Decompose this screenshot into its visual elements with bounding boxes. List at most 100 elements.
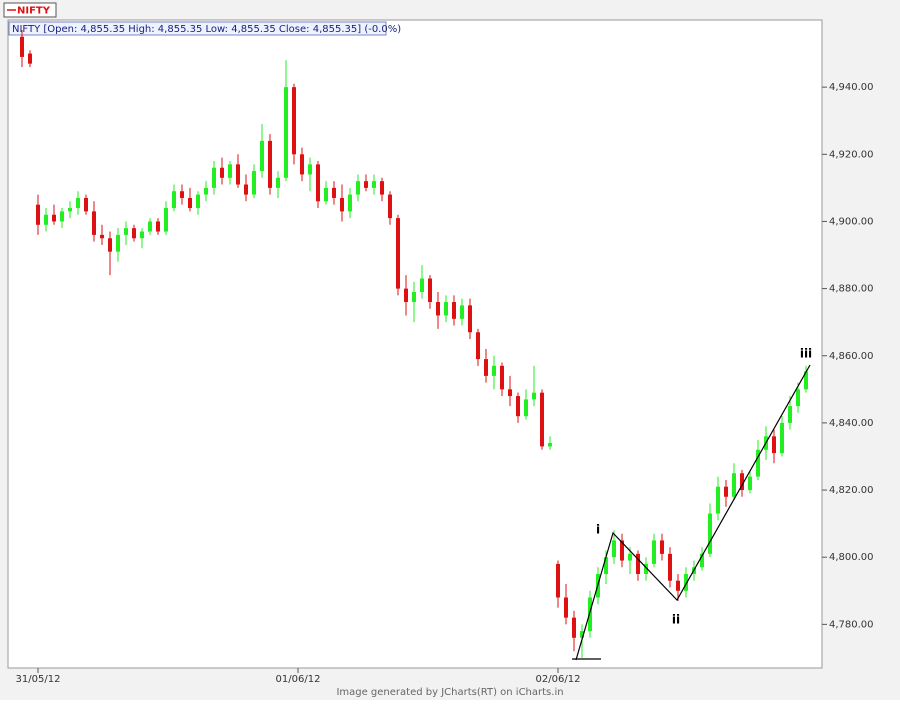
candle-body: [500, 365, 504, 390]
candle-body: [340, 197, 344, 212]
annotation: iii: [800, 347, 812, 361]
x-tick-label: 31/05/12: [16, 674, 61, 685]
candle-body: [380, 181, 384, 195]
legend-box: [3, 2, 57, 18]
candle-body: [428, 278, 432, 303]
candle-body: [20, 36, 24, 57]
y-tick-label: 4,840.00: [829, 418, 874, 429]
candle-body: [724, 486, 728, 497]
candle-body: [540, 392, 544, 447]
info-text: NIFTY [Open: 4,855.35 High: 4,855.35 Low…: [12, 24, 401, 35]
candle-body: [292, 87, 296, 155]
wave-line: [575, 364, 811, 661]
candle-body: [316, 164, 320, 202]
candle-body: [460, 305, 464, 319]
candle-body: [796, 389, 800, 407]
candle-body: [44, 214, 48, 225]
candle-body: [300, 154, 304, 175]
candle-body: [436, 302, 440, 316]
annotation: ii: [672, 613, 680, 627]
candle-body: [780, 422, 784, 454]
candle-body: [372, 181, 376, 188]
candle-body: [332, 187, 336, 198]
candle-body: [60, 211, 64, 222]
y-tick-label: 4,820.00: [829, 485, 874, 496]
candle-body: [476, 332, 480, 360]
candle-body: [468, 305, 472, 333]
candle-body: [180, 191, 184, 198]
x-tick-label: 02/06/12: [536, 674, 581, 685]
wave-lines: [572, 364, 811, 661]
candle-body: [108, 238, 112, 252]
candle-body: [740, 473, 744, 491]
candle-body: [788, 406, 792, 423]
y-tick-label: 4,780.00: [829, 619, 874, 630]
candle-body: [348, 194, 352, 212]
candle-body: [212, 167, 216, 188]
candle-body: [172, 191, 176, 209]
candle-body: [268, 140, 272, 188]
candle-body: [644, 563, 648, 574]
y-tick-label: 4,800.00: [829, 552, 874, 563]
y-tick-label: 4,920.00: [829, 149, 874, 160]
candle-body: [236, 164, 240, 185]
candle-body: [508, 389, 512, 397]
candle-body: [260, 140, 264, 172]
candle-body: [52, 214, 56, 222]
candle-body: [156, 221, 160, 232]
candle-body: [196, 194, 200, 209]
candle-body: [556, 563, 560, 598]
candle-body: [676, 580, 680, 591]
candle-body: [92, 211, 96, 235]
candle-body: [532, 392, 536, 400]
candle-body: [164, 208, 168, 232]
candle-body: [68, 208, 72, 212]
candle-body: [708, 513, 712, 554]
candle-body: [124, 228, 128, 235]
candle-body: [308, 164, 312, 175]
candle-body: [668, 553, 672, 581]
candle-body: [492, 365, 496, 376]
candle-body: [700, 553, 704, 568]
annotation: i: [596, 523, 600, 537]
candle-body: [420, 278, 424, 292]
candle-body: [612, 540, 616, 558]
candle-body: [356, 181, 360, 195]
candle-body: [564, 597, 568, 618]
candle-body: [652, 540, 656, 564]
candle-body: [244, 184, 248, 195]
candle-body: [484, 359, 488, 376]
candle-body: [396, 218, 400, 289]
candle-body: [716, 486, 720, 514]
candle-body: [276, 177, 280, 188]
candle-body: [76, 197, 80, 209]
candle-body: [204, 187, 208, 195]
candle-body: [588, 597, 592, 632]
candle-body: [364, 181, 368, 188]
candle-body: [604, 557, 608, 574]
candle-body: [804, 371, 808, 390]
candle-body: [84, 197, 88, 212]
candle-body: [748, 476, 752, 491]
candle-body: [220, 167, 224, 178]
y-tick-label: 4,900.00: [829, 216, 874, 227]
candle-body: [148, 221, 152, 232]
candle-body: [756, 449, 760, 477]
candle-body: [228, 164, 232, 178]
info-box: [8, 21, 387, 36]
candle-body: [524, 399, 528, 417]
candle-body: [660, 540, 664, 554]
candle-body: [732, 473, 736, 497]
candle-body: [516, 396, 520, 417]
y-tick-label: 4,940.00: [829, 82, 874, 93]
candle-body: [572, 617, 576, 638]
footer: Image generated by JCharts(RT) on iChart…: [336, 687, 563, 698]
candle-body: [684, 573, 688, 591]
candle-body: [772, 436, 776, 454]
candle-body: [140, 231, 144, 239]
candle-body: [620, 540, 624, 561]
candle-body: [188, 197, 192, 209]
candle-body: [36, 204, 40, 225]
candle-body: [388, 194, 392, 219]
